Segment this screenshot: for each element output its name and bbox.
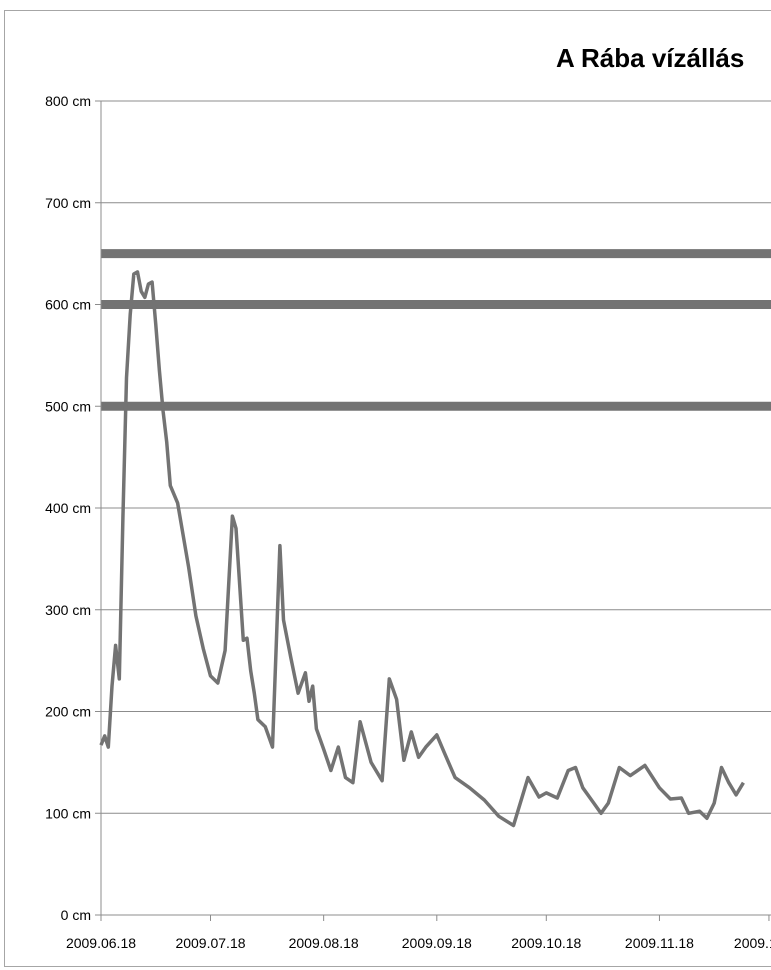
y-tick-label: 500 cm bbox=[45, 398, 91, 414]
y-tick-label: 300 cm bbox=[45, 602, 91, 618]
x-tick-label: 2009.08.18 bbox=[289, 935, 359, 951]
x-tick-label: 2009.10.18 bbox=[511, 935, 581, 951]
series-layer bbox=[99, 270, 745, 828]
y-tick-label: 200 cm bbox=[45, 704, 91, 720]
y-tick-label: 800 cm bbox=[45, 93, 91, 109]
y-tick-label: 0 cm bbox=[61, 907, 91, 923]
x-tick-label: 2009.12.18 bbox=[734, 935, 771, 951]
axes bbox=[95, 100, 771, 921]
chart-title: A Rába vízállás bbox=[556, 43, 744, 73]
x-tick-label: 2009.06.18 bbox=[66, 935, 136, 951]
chart-frame bbox=[4, 10, 771, 967]
x-tick-label: 2009.09.18 bbox=[402, 935, 472, 951]
y-tick-label: 100 cm bbox=[45, 805, 91, 821]
water-level-line bbox=[99, 270, 745, 828]
y-tick-label: 700 cm bbox=[45, 195, 91, 211]
grid-lines bbox=[101, 100, 771, 814]
tick-labels: 0 cm 100 cm 200 cm 300 cm 400 cm 500 cm 600 cm… bbox=[45, 93, 771, 951]
x-tick-label: 2009.07.18 bbox=[175, 935, 245, 951]
x-tick-label: 2009.11.18 bbox=[625, 935, 694, 951]
y-tick-label: 600 cm bbox=[45, 297, 91, 313]
y-tick-label: 400 cm bbox=[45, 500, 91, 516]
reference-lines bbox=[101, 249, 771, 411]
